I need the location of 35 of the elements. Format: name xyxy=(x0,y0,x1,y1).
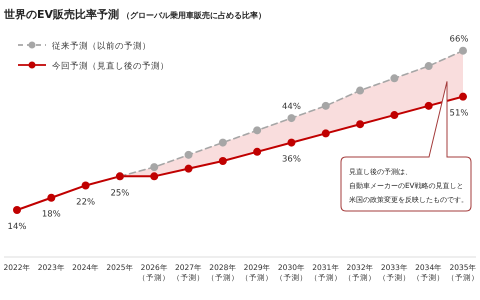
point xyxy=(322,102,330,110)
point xyxy=(322,129,330,138)
point xyxy=(184,150,193,159)
point xyxy=(459,92,467,101)
legend-label: 従来予測（以前の予測） xyxy=(52,40,151,52)
point xyxy=(356,86,364,95)
point xyxy=(218,138,227,147)
point xyxy=(82,181,90,190)
point xyxy=(253,126,262,134)
point xyxy=(13,206,21,214)
data-label: 18% xyxy=(42,210,61,220)
chart-subtitle: （グローバル乗用車販売に占める比率） xyxy=(122,10,266,20)
data-label: 66% xyxy=(450,34,468,45)
point xyxy=(424,102,433,110)
data-label: 14% xyxy=(8,222,26,232)
point xyxy=(47,194,56,202)
point xyxy=(287,114,296,122)
point xyxy=(356,120,364,128)
point xyxy=(459,46,467,55)
point xyxy=(150,172,158,180)
point xyxy=(150,163,158,172)
point xyxy=(253,148,262,156)
point xyxy=(390,74,398,82)
point xyxy=(390,111,398,120)
point xyxy=(184,164,193,173)
point xyxy=(287,138,296,147)
data-label: 51% xyxy=(450,108,468,119)
point xyxy=(424,62,433,70)
point xyxy=(218,156,227,165)
data-label: 25% xyxy=(110,188,130,198)
chart-title: 世界のEV販売比率予測 xyxy=(3,8,120,21)
data-label: 44% xyxy=(282,102,301,112)
legend-label: 今回予測（見直し後の予測） xyxy=(52,60,169,72)
data-label: 36% xyxy=(282,154,301,165)
data-label: 22% xyxy=(76,197,96,208)
